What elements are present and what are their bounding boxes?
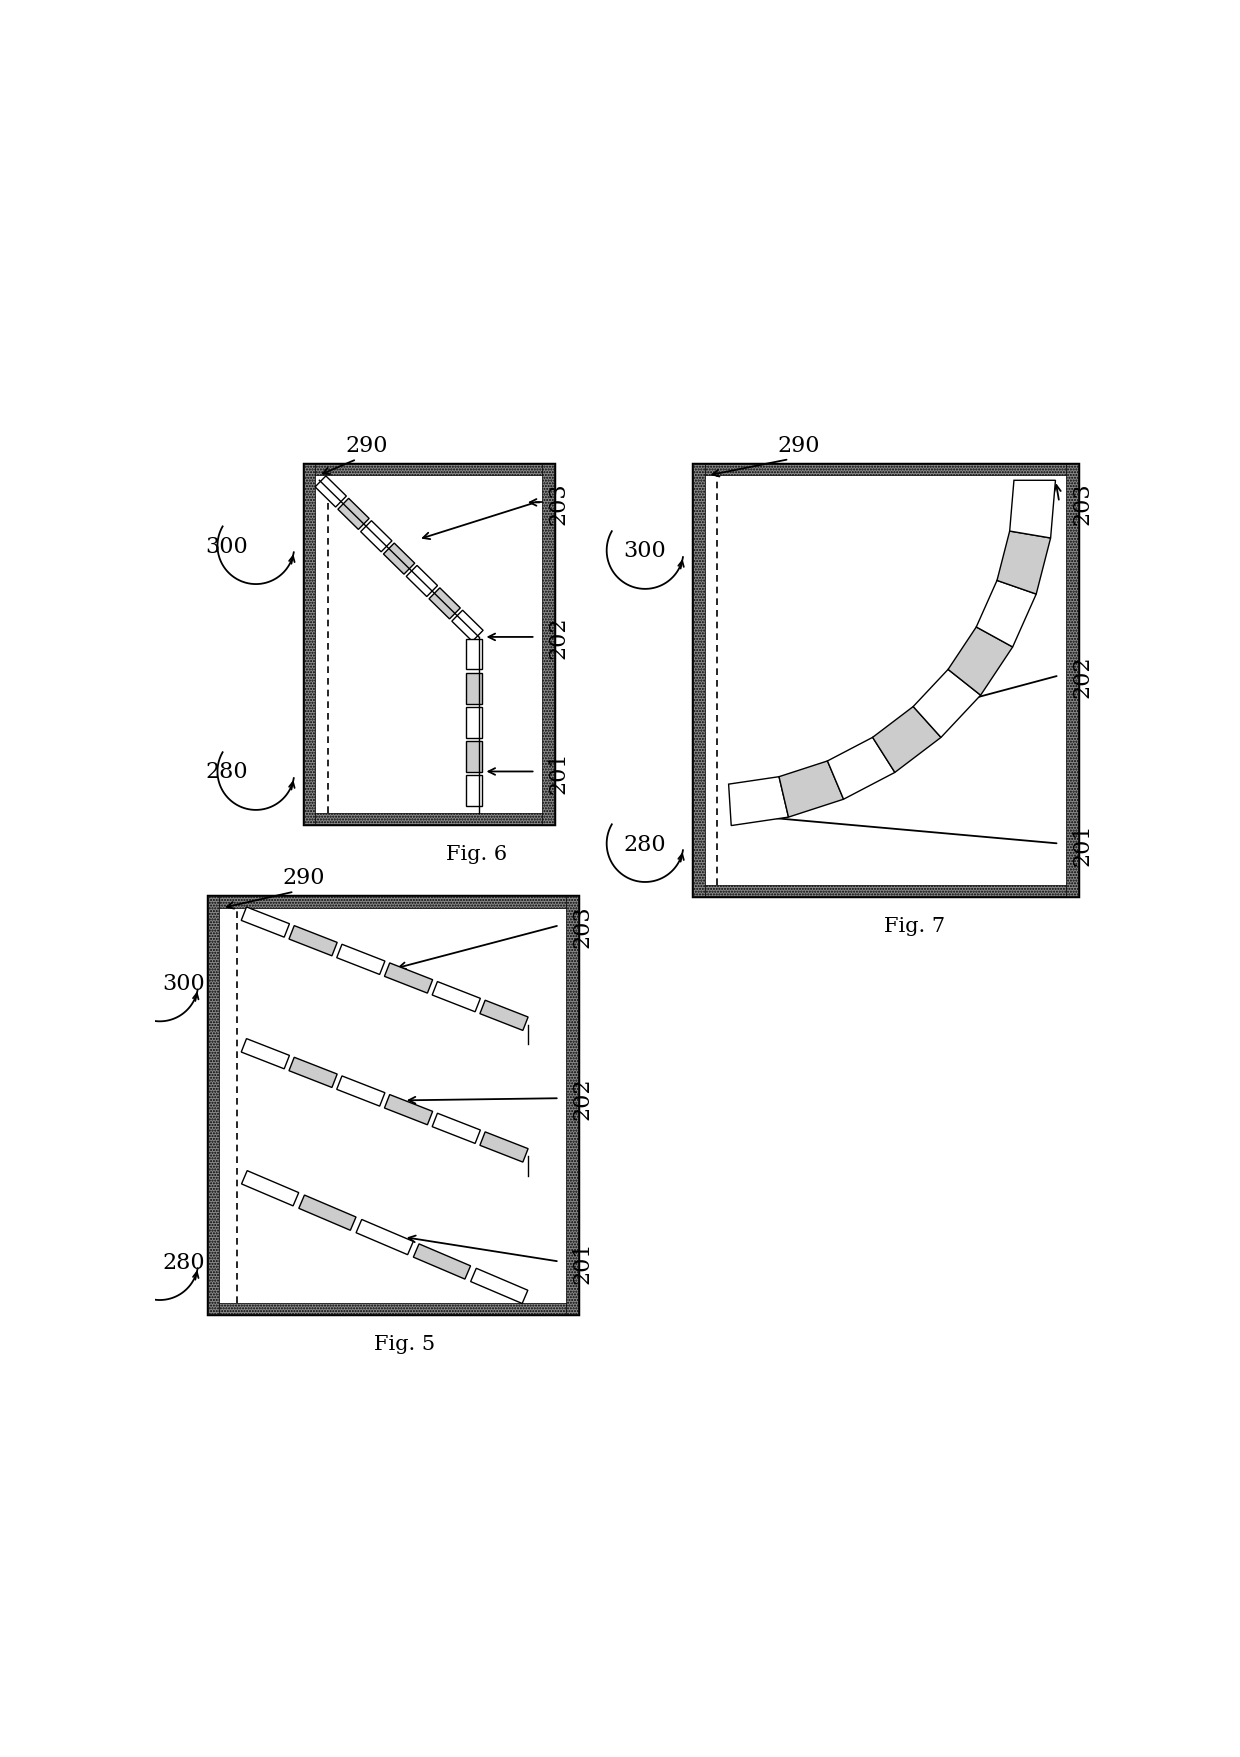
Polygon shape (242, 907, 289, 938)
Polygon shape (337, 499, 370, 531)
Bar (304, 464, 554, 824)
Text: Fig. 7: Fig. 7 (884, 915, 945, 935)
Bar (693, 464, 1078, 476)
Polygon shape (361, 522, 392, 552)
Polygon shape (471, 1269, 528, 1304)
Bar (304, 813, 554, 824)
Polygon shape (480, 1132, 528, 1163)
Polygon shape (384, 963, 433, 993)
Polygon shape (433, 1114, 480, 1144)
Polygon shape (429, 589, 460, 620)
Text: 203: 203 (1071, 481, 1094, 524)
Polygon shape (873, 706, 941, 773)
Polygon shape (242, 1170, 299, 1207)
Text: 202: 202 (548, 617, 569, 659)
Text: 202: 202 (1071, 655, 1094, 698)
Polygon shape (289, 926, 337, 956)
Text: 290: 290 (283, 866, 325, 889)
Bar (567, 896, 578, 1314)
Polygon shape (913, 669, 981, 738)
Text: 201: 201 (572, 1240, 594, 1283)
Bar (208, 896, 578, 908)
Text: 202: 202 (572, 1077, 594, 1119)
Polygon shape (949, 627, 1013, 696)
Polygon shape (433, 982, 480, 1012)
Polygon shape (407, 566, 438, 597)
Polygon shape (315, 476, 346, 508)
Text: 290: 290 (345, 434, 388, 457)
Polygon shape (337, 1077, 384, 1107)
Bar (1066, 464, 1078, 896)
Bar (208, 896, 219, 1314)
Text: 280: 280 (206, 761, 248, 784)
Polygon shape (356, 1219, 413, 1254)
Polygon shape (779, 761, 843, 817)
Polygon shape (466, 708, 481, 738)
Polygon shape (289, 1058, 337, 1088)
Bar (693, 464, 704, 896)
Polygon shape (466, 777, 481, 806)
Bar (304, 464, 554, 476)
Polygon shape (466, 741, 481, 773)
Text: 300: 300 (624, 539, 666, 562)
Polygon shape (242, 1038, 289, 1070)
Polygon shape (827, 738, 895, 799)
Polygon shape (976, 582, 1037, 648)
Bar (542, 464, 554, 824)
Polygon shape (1009, 481, 1055, 539)
Text: 280: 280 (162, 1251, 205, 1272)
Polygon shape (997, 532, 1050, 594)
Text: Fig. 6: Fig. 6 (446, 843, 507, 863)
Text: 300: 300 (162, 972, 205, 994)
Text: 300: 300 (206, 536, 248, 557)
Text: Fig. 5: Fig. 5 (374, 1334, 435, 1353)
Text: 203: 203 (548, 481, 569, 524)
Polygon shape (384, 1095, 433, 1124)
Polygon shape (337, 945, 384, 975)
Polygon shape (466, 673, 481, 705)
Text: 280: 280 (624, 833, 666, 856)
Bar (693, 886, 1078, 896)
Text: 290: 290 (777, 434, 820, 457)
Polygon shape (480, 1001, 528, 1031)
Polygon shape (451, 611, 484, 641)
Polygon shape (413, 1244, 470, 1279)
Text: 203: 203 (572, 905, 594, 947)
Bar (208, 896, 578, 1314)
Polygon shape (383, 543, 414, 575)
Bar (693, 464, 1078, 896)
Polygon shape (466, 640, 481, 669)
Bar (304, 464, 315, 824)
Polygon shape (729, 777, 789, 826)
Text: 201: 201 (1071, 822, 1094, 864)
Bar (208, 1304, 578, 1314)
Polygon shape (299, 1195, 356, 1230)
Text: 201: 201 (548, 750, 569, 792)
